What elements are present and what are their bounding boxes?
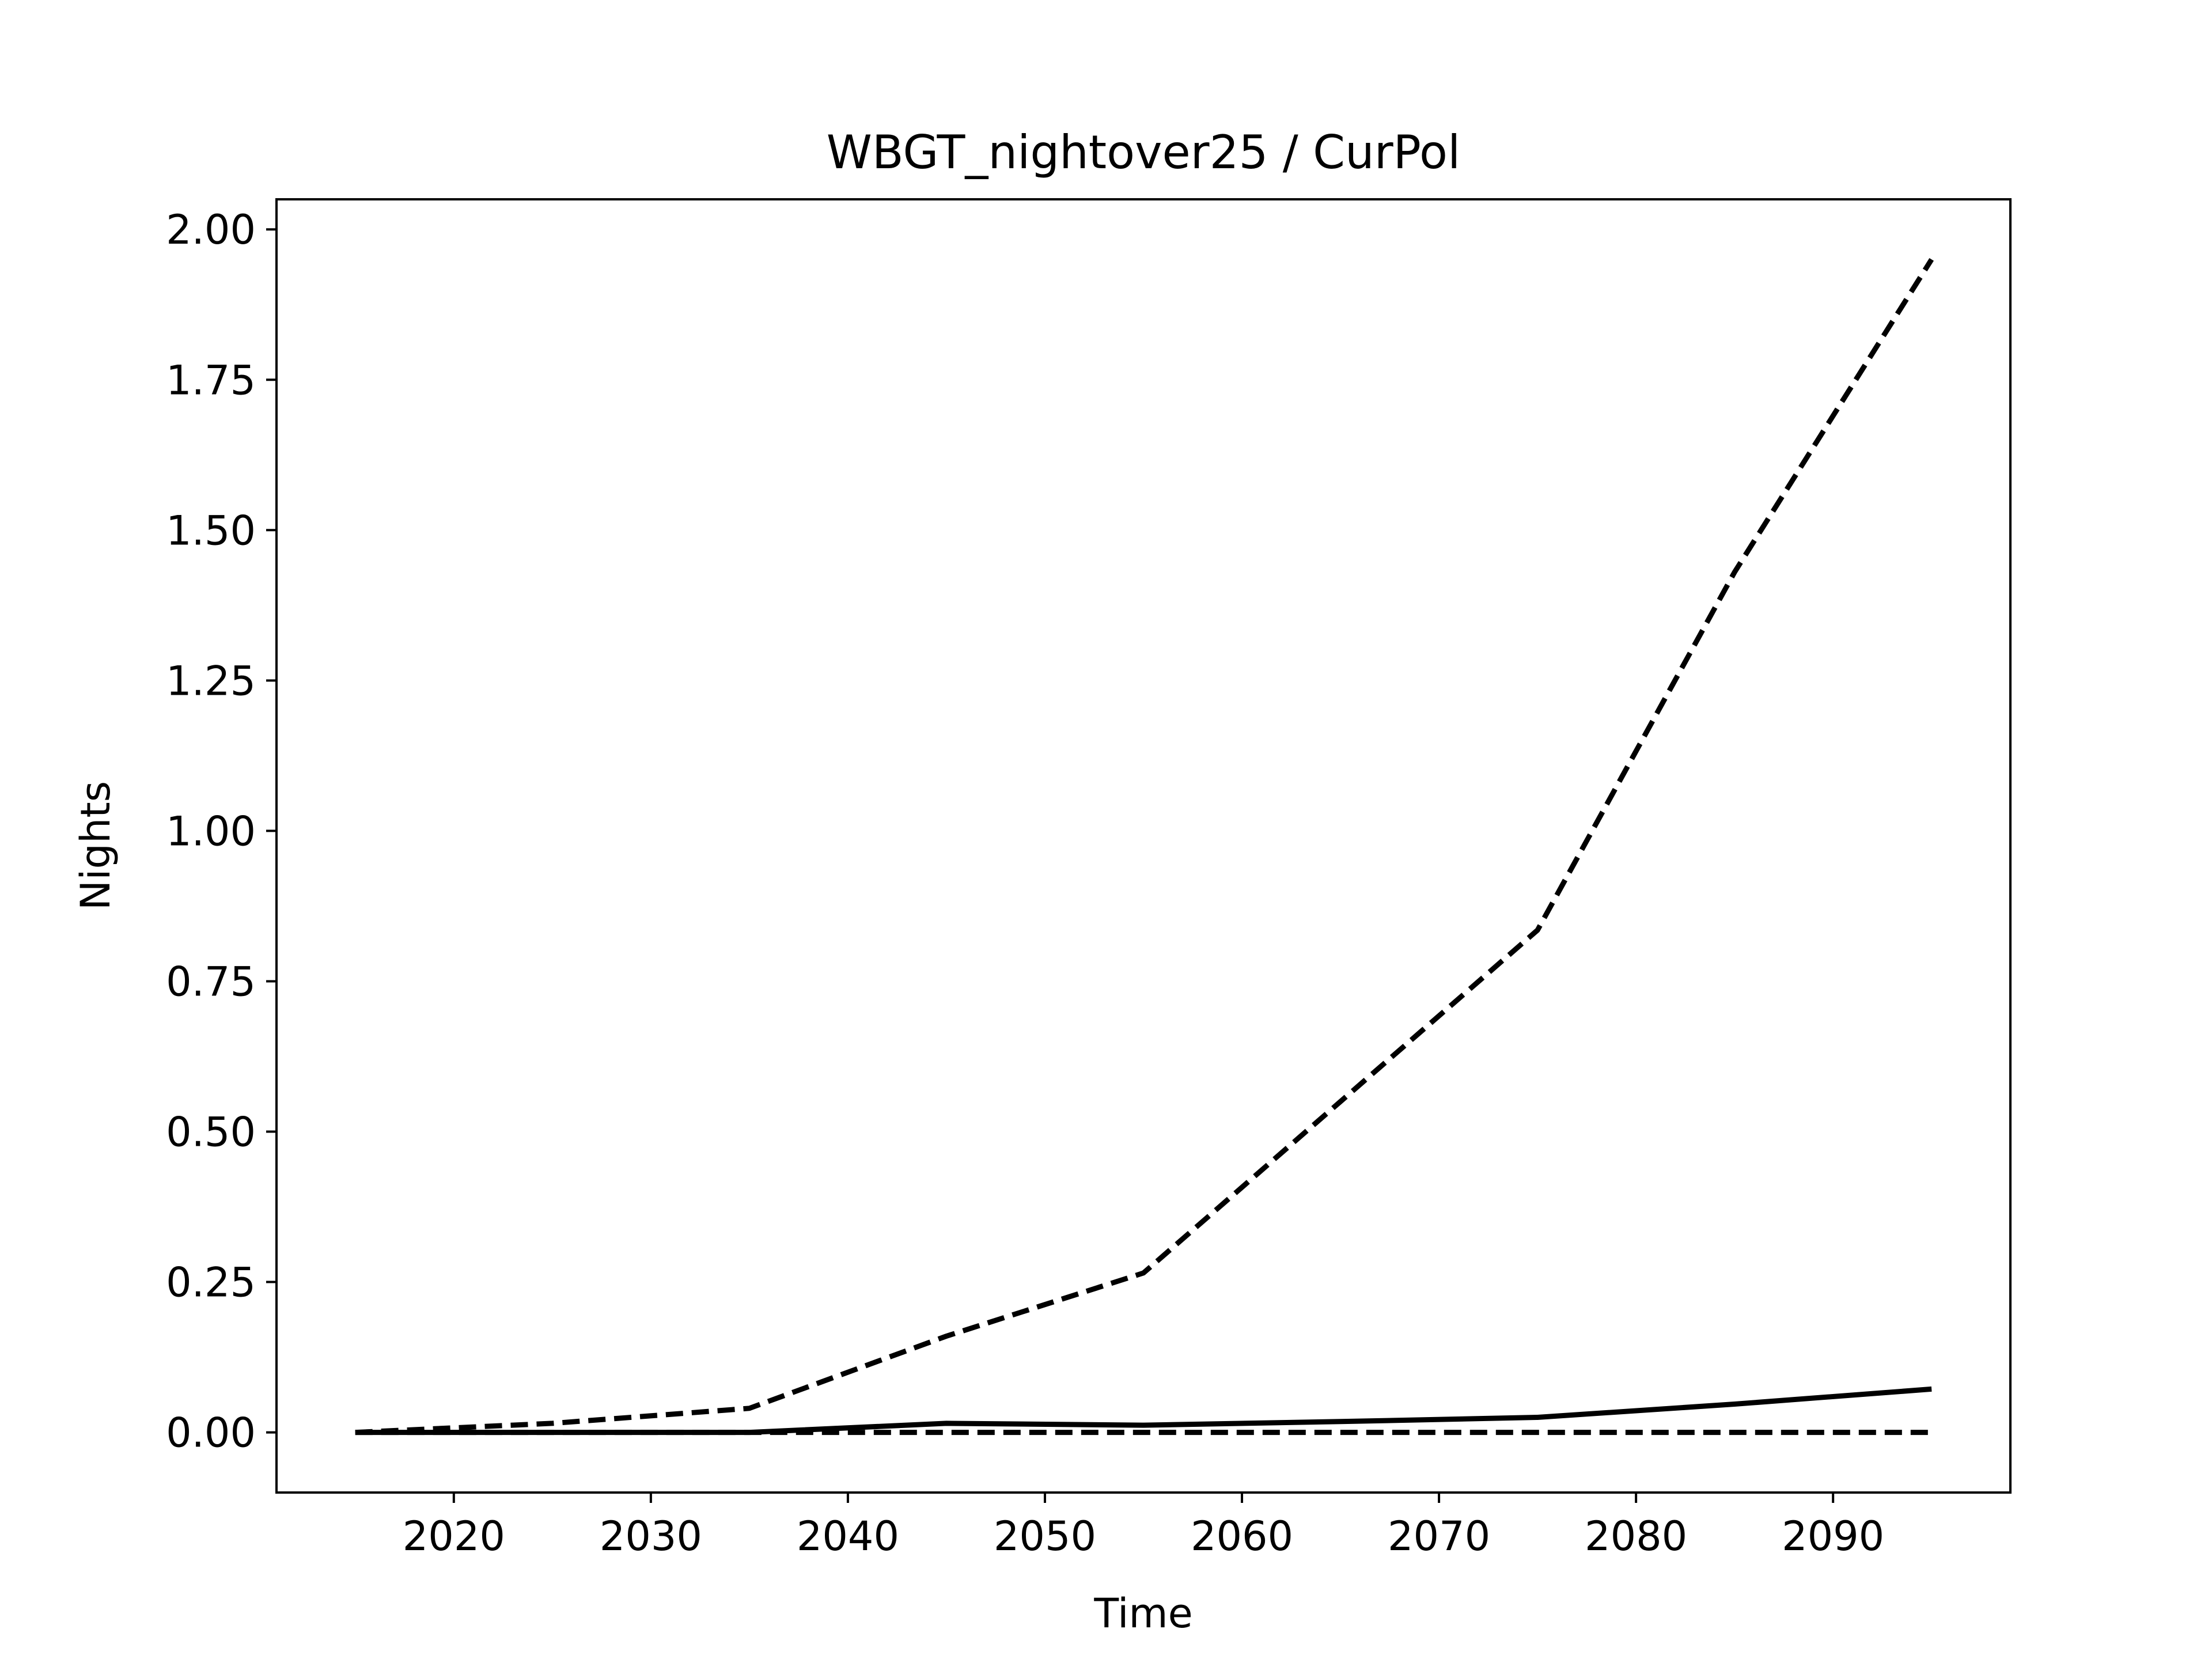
y-tick-label: 1.00 <box>166 808 256 855</box>
y-tick-label: 0.50 <box>166 1108 256 1156</box>
y-tick-label: 0.00 <box>166 1410 256 1457</box>
x-tick-label: 2060 <box>1191 1513 1293 1560</box>
y-tick-label: 1.50 <box>166 507 256 554</box>
y-tick-label: 1.25 <box>166 657 256 704</box>
y-tick-label: 1.75 <box>166 357 256 404</box>
y-tick-label: 0.75 <box>166 958 256 1005</box>
y-tick-label: 0.25 <box>166 1259 256 1306</box>
x-tick-label: 2070 <box>1388 1513 1490 1560</box>
x-tick-label: 2080 <box>1585 1513 1687 1560</box>
series-line-1 <box>355 258 1934 1435</box>
x-tick-label: 2050 <box>994 1513 1096 1560</box>
series-line-2 <box>355 1386 1932 1435</box>
x-tick-label: 2090 <box>1782 1513 1884 1560</box>
y-axis-label: Nights <box>72 781 119 911</box>
x-tick-label: 2030 <box>600 1513 702 1560</box>
chart-title: WBGT_nightover25 / CurPol <box>827 126 1460 179</box>
x-tick-label: 2040 <box>797 1513 899 1560</box>
x-tick-label: 2020 <box>403 1513 505 1560</box>
plot-area <box>355 258 1934 1435</box>
y-tick-label: 2.00 <box>166 206 256 253</box>
axes-frame <box>275 198 2012 1494</box>
x-axis-label: Time <box>1093 1590 1192 1637</box>
axis-ticks: 2020 2030 2040 2050 2060 2070 2080 2090 0.00 0.25… <box>166 206 1884 1560</box>
